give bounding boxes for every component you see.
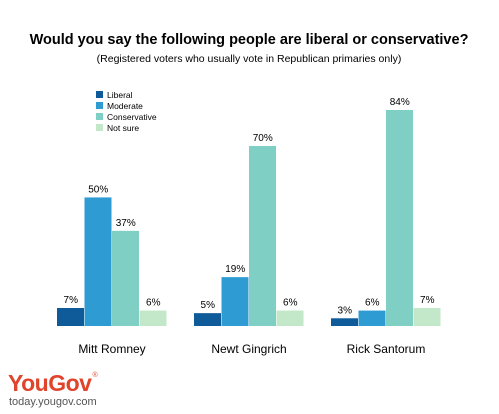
bar-chart: Would you say the following people are l… — [30, 32, 469, 356]
data-label-rick-santorum-moderate: 6% — [365, 298, 380, 309]
logo-text: YouGov — [8, 370, 92, 396]
yougov-logo: YouGov® — [8, 370, 98, 396]
bar-newt-gingrich-not-sure — [276, 310, 304, 326]
bar-rick-santorum-liberal — [331, 318, 358, 326]
legend-label-conservative: Conservative — [107, 112, 157, 122]
category-labels: Mitt Romney Newt Gingrich Rick Santorum — [78, 342, 425, 356]
category-label-rick-santorum: Rick Santorum — [347, 342, 426, 356]
data-label-rick-santorum-conservative: 84% — [390, 97, 410, 108]
chart-title: Would you say the following people are l… — [30, 32, 469, 48]
bar-rick-santorum-moderate — [358, 310, 386, 326]
data-label-mitt-romney-liberal: 7% — [64, 295, 79, 306]
data-label-newt-gingrich-liberal: 5% — [201, 300, 216, 311]
bar-rick-santorum-not-sure — [413, 308, 441, 326]
bar-mitt-romney-not-sure — [139, 310, 167, 326]
legend-label-not-sure: Not sure — [107, 123, 139, 133]
bar-mitt-romney-conservative — [112, 230, 139, 326]
category-label-newt-gingrich: Newt Gingrich — [211, 342, 286, 356]
legend-swatch-liberal — [96, 91, 103, 98]
data-label-mitt-romney-not-sure: 6% — [146, 298, 161, 309]
legend-label-moderate: Moderate — [107, 101, 143, 111]
bar-mitt-romney-liberal — [57, 308, 84, 326]
data-label-rick-santorum-liberal: 3% — [338, 305, 353, 316]
bars-group: 7% 50% 37% 6% 5% 19% 70% 6% 3% 6% 84% 7% — [57, 97, 441, 326]
legend-label-liberal: Liberal — [107, 90, 133, 100]
yougov-url: today.yougov.com — [9, 396, 97, 408]
data-label-newt-gingrich-moderate: 19% — [225, 264, 245, 275]
data-label-newt-gingrich-not-sure: 6% — [283, 298, 298, 309]
bar-newt-gingrich-moderate — [221, 277, 249, 326]
data-label-newt-gingrich-conservative: 70% — [253, 133, 273, 144]
data-label-rick-santorum-not-sure: 7% — [420, 295, 435, 306]
legend-swatch-not-sure — [96, 124, 103, 131]
bar-newt-gingrich-conservative — [249, 146, 276, 326]
legend-swatch-conservative — [96, 113, 103, 120]
data-label-mitt-romney-moderate: 50% — [88, 184, 108, 195]
legend-swatch-moderate — [96, 102, 103, 109]
bar-mitt-romney-moderate — [84, 197, 112, 326]
chart-subtitle: (Registered voters who usually vote in R… — [97, 53, 402, 65]
category-label-mitt-romney: Mitt Romney — [78, 342, 145, 356]
data-label-mitt-romney-conservative: 37% — [116, 218, 136, 229]
bar-newt-gingrich-liberal — [194, 313, 221, 326]
bar-rick-santorum-conservative — [386, 110, 413, 326]
